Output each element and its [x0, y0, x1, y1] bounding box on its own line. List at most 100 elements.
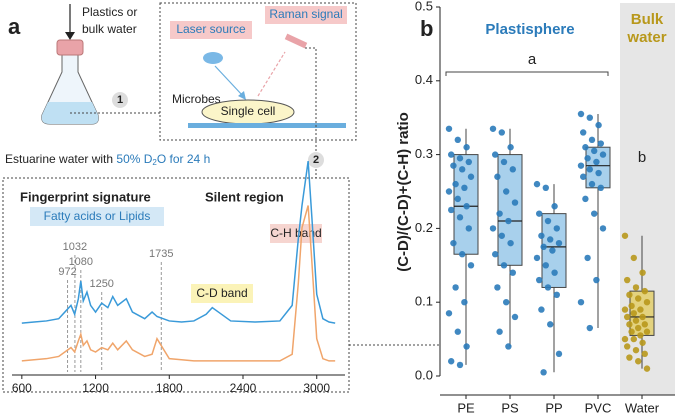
annotation: C-H band	[270, 226, 321, 240]
point	[553, 291, 560, 299]
x-tick-label: PVC	[585, 400, 612, 415]
annotation: Fingerprint signature	[20, 189, 151, 204]
text: 50% D	[116, 152, 152, 166]
box	[497, 154, 523, 266]
point	[593, 276, 600, 284]
point	[641, 321, 648, 328]
point	[467, 173, 475, 180]
point	[632, 346, 640, 354]
point	[500, 262, 508, 269]
peak-label: 972	[58, 266, 76, 278]
label-bg	[30, 207, 164, 226]
raman-beam	[257, 51, 286, 97]
point	[639, 269, 646, 276]
peak-label: 1080	[69, 256, 93, 268]
point	[624, 313, 631, 321]
point	[445, 188, 453, 195]
text: O for 24 h	[157, 152, 210, 166]
point	[496, 328, 503, 335]
point	[643, 299, 651, 306]
point	[595, 169, 602, 177]
point	[626, 291, 633, 299]
point	[454, 136, 461, 144]
annotation: Fatty acids or Lipids	[44, 209, 151, 223]
laser-label: Laser source	[176, 22, 246, 36]
point	[547, 321, 554, 328]
text: Estuarine water with	[5, 152, 116, 166]
text: 2	[152, 158, 157, 167]
source-text: Plastics or	[82, 5, 137, 19]
annotation: C-D band	[196, 286, 247, 300]
point	[637, 306, 644, 313]
point	[588, 180, 596, 188]
point	[593, 158, 600, 166]
point	[551, 203, 558, 210]
point	[492, 151, 499, 158]
point	[454, 195, 461, 203]
laser-beam	[214, 65, 244, 97]
point	[639, 313, 646, 321]
point	[639, 339, 646, 346]
point	[635, 324, 642, 332]
point	[461, 184, 468, 192]
arrow-head	[238, 91, 246, 100]
point	[505, 343, 512, 350]
point	[496, 210, 503, 217]
group-title: Bulk	[631, 11, 664, 28]
group-title: Plastisphere	[485, 21, 574, 38]
point	[445, 310, 453, 317]
point	[503, 299, 510, 306]
point	[507, 239, 514, 247]
point	[621, 306, 629, 313]
spectrum-line	[21, 205, 336, 362]
x-tick-label: PP	[545, 400, 562, 415]
point	[494, 173, 501, 180]
point	[467, 262, 475, 269]
point	[553, 225, 560, 232]
y-tick-label: 0.5	[415, 0, 433, 13]
step-circle	[112, 92, 128, 108]
point	[511, 199, 519, 206]
point	[540, 369, 547, 376]
point	[492, 251, 499, 258]
flask-cap	[56, 39, 84, 56]
point	[542, 184, 549, 192]
point	[536, 210, 543, 217]
laser	[203, 52, 223, 64]
x-tick-label: PE	[457, 400, 475, 415]
point	[628, 328, 635, 335]
point	[580, 173, 587, 180]
point	[494, 284, 501, 291]
point	[509, 269, 516, 276]
point	[577, 162, 585, 169]
point	[555, 239, 563, 247]
point	[599, 151, 607, 158]
point	[595, 121, 602, 129]
y-tick-label: 0.1	[415, 294, 433, 309]
peak-label: 1032	[63, 241, 87, 253]
point	[586, 324, 593, 332]
point	[448, 358, 455, 365]
y-tick-label: 0.4	[415, 72, 433, 87]
point	[586, 114, 593, 121]
point	[533, 254, 541, 262]
point	[632, 317, 640, 324]
point	[621, 232, 629, 239]
point	[584, 254, 591, 262]
step-circle	[308, 152, 324, 168]
point	[586, 166, 593, 173]
point	[503, 188, 510, 195]
point	[489, 225, 497, 232]
point	[643, 365, 651, 372]
x-tick-label: 1200	[82, 381, 109, 395]
point	[635, 358, 642, 365]
point	[540, 243, 547, 251]
point	[597, 140, 604, 147]
x-tick-label: 1800	[156, 381, 183, 395]
point	[591, 210, 598, 217]
x-tick-label: 2400	[230, 381, 257, 395]
point	[637, 332, 644, 339]
setup-box	[159, 2, 357, 141]
group-title: water	[626, 29, 666, 46]
point	[643, 328, 651, 335]
